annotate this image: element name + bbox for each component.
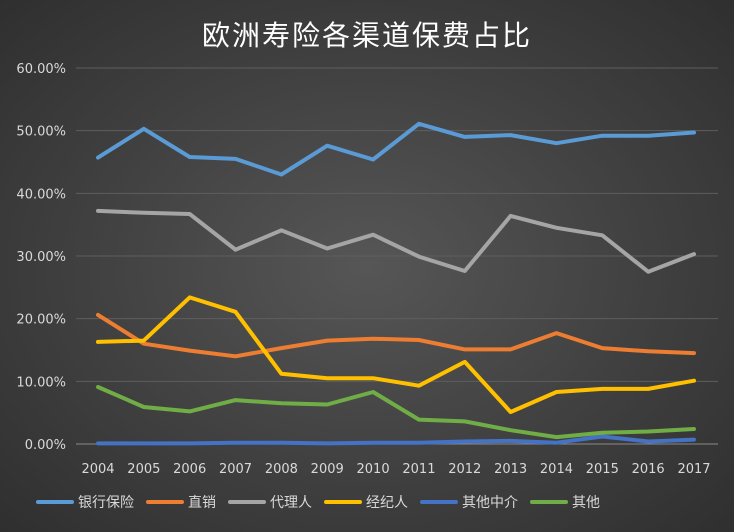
legend: 银行保险 直销 代理人 经纪人 其他中介 其他 [36,494,600,511]
y-tick-label: 0.00% [25,438,66,453]
y-axis-ticks: 0.00% 10.00% 20.00% 30.00% 40.00% 50.00% 60.00… [16,62,66,453]
legend-label: 银行保险 [78,495,134,511]
y-tick-label: 30.00% [16,250,66,265]
y-tick-label: 50.00% [16,125,66,140]
x-tick-label: 2005 [127,462,160,477]
series-line [96,312,696,359]
y-tick-label: 20.00% [16,313,66,328]
y-tick-label: 40.00% [16,187,66,202]
series-line [96,434,696,446]
legend-label: 经纪人 [366,495,408,511]
series-line [96,295,696,414]
legend-label: 代理人 [270,495,312,511]
chart-title: 欧洲寿险各渠道保费占比 [201,19,532,52]
series-lines [96,121,696,446]
x-tick-label: 2015 [586,462,619,477]
legend-label: 其他 [572,495,600,511]
series-line [96,385,696,440]
x-tick-label: 2006 [173,462,206,477]
x-tick-label: 2013 [494,462,527,477]
x-tick-label: 2008 [265,462,298,477]
y-tick-label: 60.00% [16,62,66,77]
x-tick-label: 2017 [677,462,710,477]
x-tick-label: 2014 [540,462,573,477]
legend-label: 其他中介 [462,495,518,511]
y-tick-label: 10.00% [16,375,66,390]
series-line [96,208,696,274]
x-tick-label: 2012 [448,462,481,477]
x-tick-label: 2016 [632,462,665,477]
x-tick-label: 2010 [357,462,390,477]
x-tick-label: 2011 [402,462,435,477]
series-line [96,121,696,177]
x-axis-ticks: 2004 2005 2006 2007 2008 2009 2010 2011 2012 2013… [81,462,710,477]
x-tick-label: 2009 [311,462,344,477]
legend-label: 直销 [188,494,216,511]
x-tick-label: 2007 [219,462,252,477]
x-tick-label: 2004 [81,462,114,477]
